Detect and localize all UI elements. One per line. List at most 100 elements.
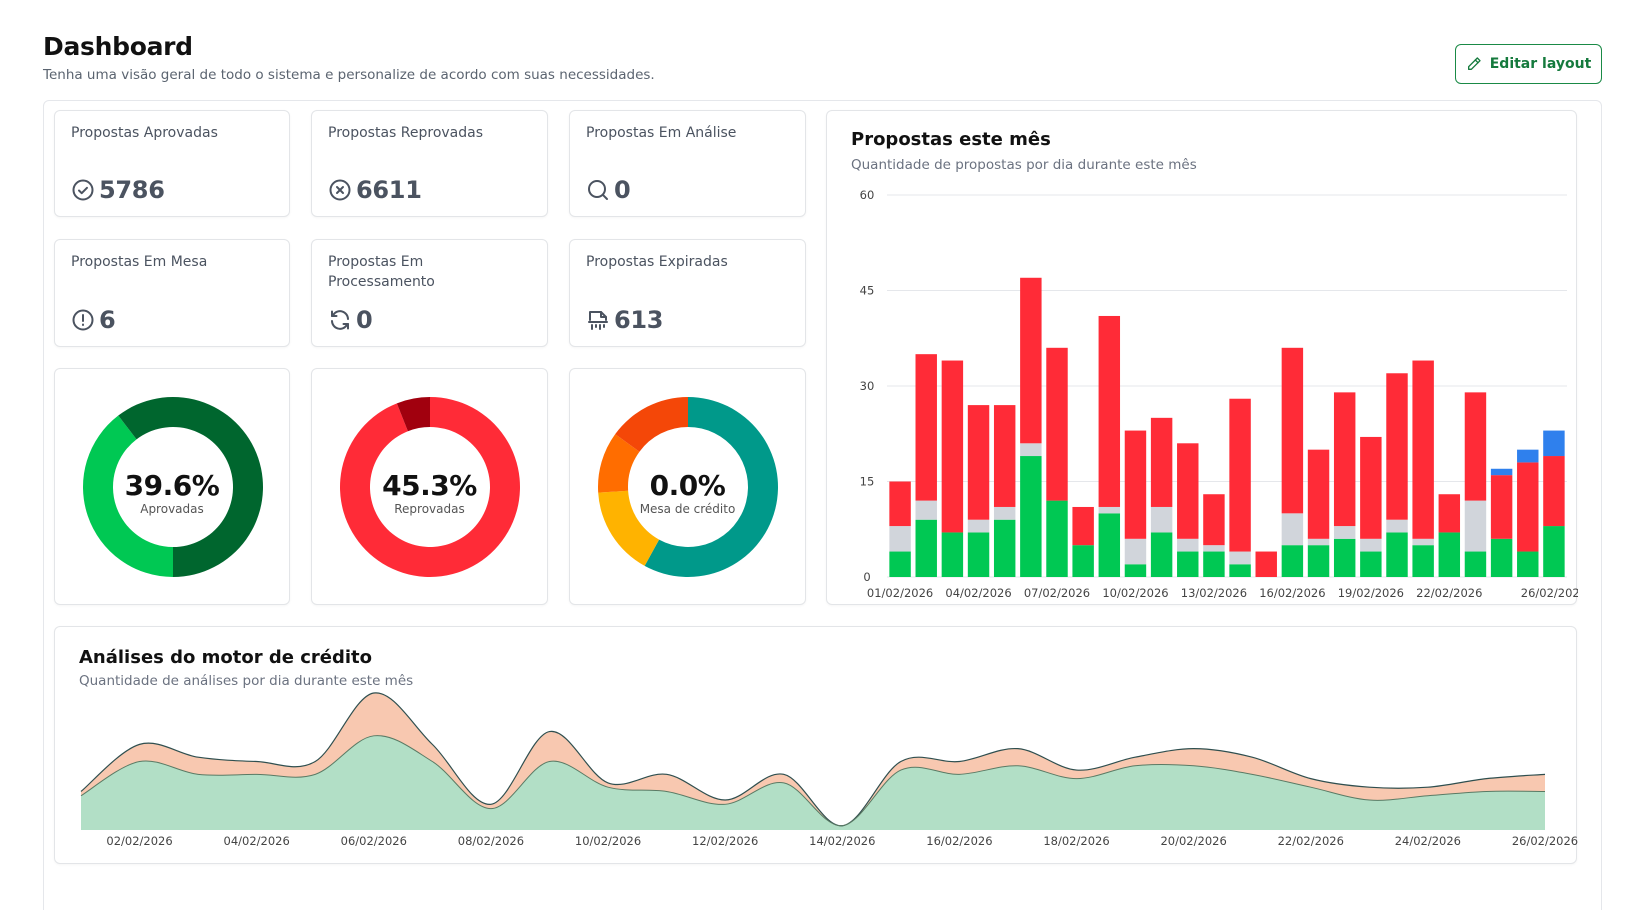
bar-segment[interactable] bbox=[915, 500, 937, 520]
bar-segment[interactable] bbox=[915, 354, 937, 501]
bar-segment[interactable] bbox=[1490, 538, 1513, 577]
bar-segment[interactable] bbox=[1333, 526, 1356, 539]
bar-segment[interactable] bbox=[1438, 532, 1461, 577]
donut-card-rejected[interactable]: 45.3% Reprovadas bbox=[311, 368, 548, 605]
donut-slice-1[interactable] bbox=[118, 397, 263, 577]
stat-card-rejected[interactable]: Propostas Reprovadas 6611 bbox=[311, 110, 548, 217]
bar-segment[interactable] bbox=[1386, 519, 1408, 533]
donut-card-desk[interactable]: 0.0% Mesa de crédito bbox=[569, 368, 806, 605]
bar-segment[interactable] bbox=[1360, 538, 1382, 552]
donut-label: Mesa de crédito bbox=[639, 502, 736, 516]
chart-title: Análises do motor de crédito bbox=[79, 647, 373, 668]
bar-segment[interactable] bbox=[1386, 373, 1408, 520]
x-tick-label: 04/02/2026 bbox=[224, 834, 290, 848]
bar-segment[interactable] bbox=[1150, 417, 1173, 507]
bar-segment[interactable] bbox=[1281, 513, 1304, 546]
stat-value: 5786 bbox=[99, 176, 165, 204]
edit-layout-button[interactable]: Editar layout bbox=[1455, 44, 1602, 84]
bar-segment[interactable] bbox=[1307, 545, 1330, 577]
bar-segment[interactable] bbox=[1490, 475, 1513, 539]
stat-card-expired[interactable]: Propostas Expiradas 613 bbox=[569, 239, 806, 347]
bar-segment[interactable] bbox=[1229, 564, 1251, 577]
bar-segment[interactable] bbox=[1072, 545, 1094, 577]
bar-segment[interactable] bbox=[967, 405, 990, 520]
bar-segment[interactable] bbox=[1046, 500, 1068, 577]
bar-segment[interactable] bbox=[1333, 538, 1356, 577]
stat-card-approved[interactable]: Propostas Aprovadas 5786 bbox=[54, 110, 290, 217]
bar-segment[interactable] bbox=[1438, 494, 1461, 533]
bar-segment[interactable] bbox=[1046, 347, 1068, 501]
bar-segment[interactable] bbox=[1307, 449, 1330, 539]
bar-segment[interactable] bbox=[1543, 456, 1565, 527]
bar-segment[interactable] bbox=[1177, 538, 1199, 552]
bar-segment[interactable] bbox=[1098, 506, 1121, 514]
stat-card-analysis[interactable]: Propostas Em Análise 0 bbox=[569, 110, 806, 217]
bar-segment[interactable] bbox=[1020, 277, 1042, 444]
bar-segment[interactable] bbox=[993, 506, 1016, 520]
bar-segment[interactable] bbox=[1177, 551, 1199, 577]
bar-segment[interactable] bbox=[1150, 532, 1173, 577]
bar-segment[interactable] bbox=[1229, 398, 1251, 552]
bar-segment[interactable] bbox=[1098, 513, 1121, 577]
donut-slice-0[interactable] bbox=[83, 415, 173, 577]
bar-segment[interactable] bbox=[889, 551, 911, 577]
y-tick-label: 30 bbox=[860, 379, 875, 393]
bar-segment[interactable] bbox=[1490, 468, 1513, 476]
page-header: Dashboard Tenha uma visão geral de todo … bbox=[43, 32, 655, 83]
bar-segment[interactable] bbox=[1412, 360, 1434, 539]
donut-slice-0[interactable] bbox=[644, 397, 778, 577]
bar-segment[interactable] bbox=[1281, 347, 1304, 514]
bar-segment[interactable] bbox=[1517, 449, 1539, 463]
bar-segment[interactable] bbox=[889, 481, 911, 527]
bar-segment[interactable] bbox=[941, 360, 964, 533]
bar-segment[interactable] bbox=[993, 405, 1016, 507]
donut-slice-1[interactable] bbox=[396, 397, 430, 432]
stat-card-processing[interactable]: Propostas Em Processamento 0 bbox=[311, 239, 548, 347]
bar-segment[interactable] bbox=[1464, 551, 1487, 577]
donut-slice-3[interactable] bbox=[615, 397, 688, 452]
bar-segment[interactable] bbox=[1020, 443, 1042, 457]
bar-segment[interactable] bbox=[1124, 564, 1147, 577]
bar-segment[interactable] bbox=[1203, 494, 1225, 546]
x-tick-label: 16/02/2026 bbox=[926, 834, 992, 848]
bar-segment[interactable] bbox=[1543, 430, 1565, 457]
donut-slice-0[interactable] bbox=[339, 397, 520, 577]
bar-segment[interactable] bbox=[1464, 500, 1487, 552]
bar-segment[interactable] bbox=[941, 532, 964, 577]
bar-segment[interactable] bbox=[1281, 545, 1304, 577]
bar-segment[interactable] bbox=[889, 526, 911, 552]
donut-slice-2[interactable] bbox=[598, 434, 640, 493]
bar-segment[interactable] bbox=[967, 519, 990, 533]
donut-slice-1[interactable] bbox=[598, 490, 660, 566]
bar-segment[interactable] bbox=[1333, 392, 1356, 527]
area-series-approved[interactable] bbox=[81, 735, 1545, 830]
donut-label: Reprovadas bbox=[394, 502, 465, 516]
bar-segment[interactable] bbox=[1517, 551, 1539, 577]
bar-segment[interactable] bbox=[1177, 443, 1199, 539]
bar-segment[interactable] bbox=[1020, 456, 1042, 577]
bar-segment[interactable] bbox=[1072, 506, 1094, 546]
bar-segment[interactable] bbox=[1203, 551, 1225, 577]
bar-segment[interactable] bbox=[1150, 506, 1173, 533]
bar-segment[interactable] bbox=[1255, 551, 1277, 577]
bar-segment[interactable] bbox=[1203, 545, 1225, 552]
bar-segment[interactable] bbox=[1517, 462, 1539, 552]
bar-segment[interactable] bbox=[1412, 545, 1434, 577]
bar-segment[interactable] bbox=[1386, 532, 1408, 577]
bar-segment[interactable] bbox=[967, 532, 990, 577]
bar-segment[interactable] bbox=[915, 519, 937, 577]
bar-segment[interactable] bbox=[1307, 538, 1330, 546]
bar-segment[interactable] bbox=[1543, 526, 1565, 577]
bar-segment[interactable] bbox=[1124, 538, 1147, 565]
bar-segment[interactable] bbox=[1360, 551, 1382, 577]
bar-segment[interactable] bbox=[1464, 392, 1487, 501]
bar-segment[interactable] bbox=[993, 519, 1016, 577]
donut-card-approved[interactable]: 39.6% Aprovadas bbox=[54, 368, 290, 605]
stat-card-desk[interactable]: Propostas Em Mesa 6 bbox=[54, 239, 290, 347]
bar-segment[interactable] bbox=[1124, 430, 1147, 539]
bar-segment[interactable] bbox=[1360, 436, 1382, 539]
bar-segment[interactable] bbox=[1229, 551, 1251, 565]
bar-segment[interactable] bbox=[1098, 315, 1121, 507]
bar-segment[interactable] bbox=[1412, 538, 1434, 546]
x-tick-label: 26/02/2026 bbox=[1521, 586, 1578, 600]
